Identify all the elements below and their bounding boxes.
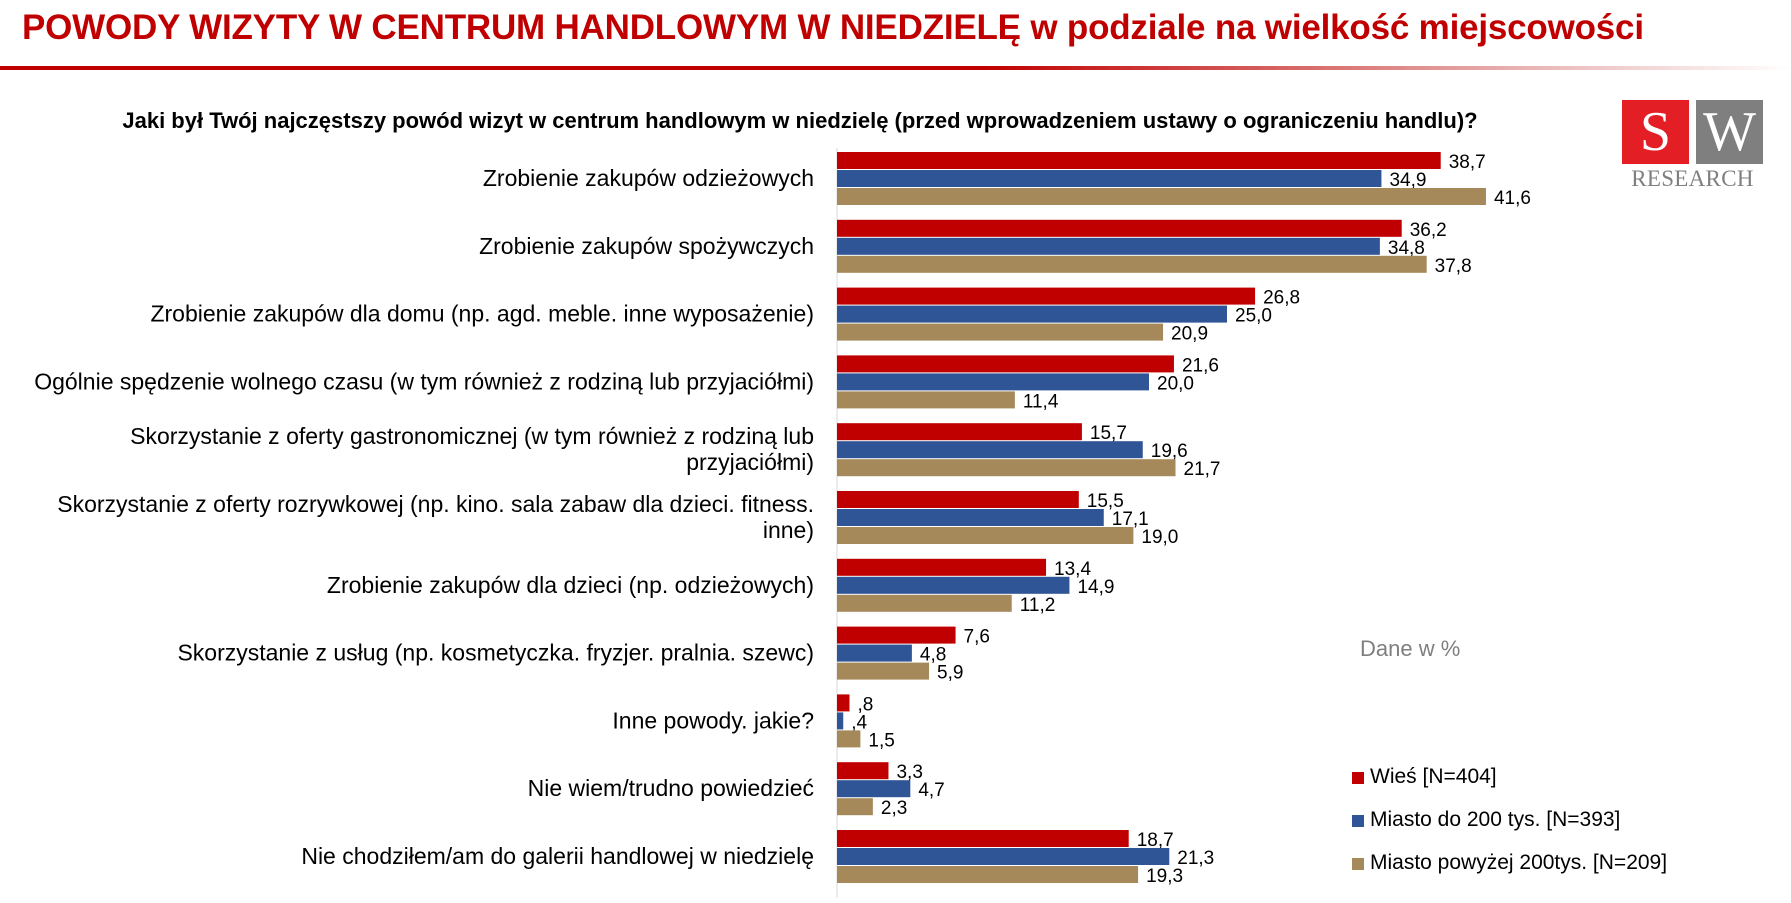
data-label: 7,6 — [964, 627, 990, 648]
data-label: 20,0 — [1157, 373, 1194, 394]
data-label: 25,0 — [1235, 306, 1272, 327]
logo-letter-s: S — [1622, 100, 1689, 164]
data-label: 11,2 — [1020, 595, 1056, 616]
bar — [837, 323, 1164, 341]
bar — [837, 576, 1070, 594]
data-label: 34,8 — [1388, 238, 1425, 259]
data-label: 15,5 — [1087, 491, 1124, 512]
bar — [837, 355, 1174, 373]
data-label: 19,0 — [1141, 527, 1178, 548]
data-label: ,8 — [857, 694, 873, 715]
legend-label-wies: Wieś [N=404] — [1370, 765, 1497, 788]
bar — [837, 712, 844, 730]
category-label: Ogólnie spędzenie wolnego czasu (w tym r… — [34, 368, 814, 394]
bar — [837, 219, 1402, 237]
bar — [837, 644, 912, 662]
bar — [837, 373, 1149, 391]
data-label: 11,4 — [1023, 391, 1059, 412]
data-label: 3,3 — [896, 762, 922, 783]
bar — [837, 152, 1441, 169]
category-label: Inne powody. jakie? — [612, 707, 814, 733]
bar — [837, 780, 911, 798]
legend-swatch-miasto-powyzej-200 — [1352, 858, 1364, 870]
data-label: 1,5 — [868, 730, 894, 751]
data-label: ,4 — [851, 712, 867, 733]
category-label: Nie wiem/trudno powiedzieć — [528, 775, 814, 801]
bar — [837, 762, 889, 780]
data-label: 21,3 — [1177, 848, 1214, 869]
chart-question: Jaki był Twój najczęstszy powód wizyt w … — [122, 108, 1478, 133]
page-title: POWODY WIZYTY W CENTRUM HANDLOWYM W NIED… — [22, 8, 1644, 47]
bar — [837, 491, 1079, 508]
data-label: 17,1 — [1112, 509, 1149, 530]
data-label: 18,7 — [1137, 830, 1174, 851]
bar — [837, 441, 1143, 459]
data-label: 34,9 — [1389, 170, 1426, 191]
bar — [837, 594, 1012, 612]
data-label: 36,2 — [1410, 220, 1447, 241]
category-label: przyjaciółmi) — [686, 449, 814, 475]
data-label: 38,7 — [1449, 152, 1486, 173]
legend-swatch-miasto-do-200 — [1352, 815, 1364, 827]
data-label: 21,6 — [1182, 355, 1219, 376]
bar — [837, 391, 1015, 409]
bar — [837, 626, 956, 644]
bar — [837, 305, 1227, 323]
title-underline — [0, 66, 1791, 70]
data-label: 21,7 — [1184, 459, 1221, 480]
bar — [837, 662, 930, 680]
legend-label-miasto-powyzej-200: Miasto powyżej 200tys. [N=209] — [1370, 851, 1668, 874]
bar — [837, 423, 1082, 441]
bar — [837, 237, 1380, 255]
data-label: 20,9 — [1171, 324, 1208, 345]
sw-research-logo: S W RESEARCH — [1622, 100, 1763, 191]
data-label: 4,8 — [920, 645, 946, 666]
category-label: Zrobienie zakupów dla domu (np. agd. meb… — [150, 301, 814, 327]
data-label: 5,9 — [937, 663, 963, 684]
category-label: Zrobienie zakupów dla dzieci (np. odzież… — [327, 572, 814, 598]
legend-label-miasto-do-200: Miasto do 200 tys. [N=393] — [1370, 808, 1621, 831]
logo-subtitle: RESEARCH — [1631, 166, 1754, 191]
category-label: Zrobienie zakupów spożywczych — [479, 233, 814, 259]
bar — [837, 255, 1427, 273]
bar — [837, 848, 1170, 865]
data-label: 19,3 — [1146, 866, 1183, 887]
category-label: Skorzystanie z usług (np. kosmetyczka. f… — [177, 640, 814, 666]
data-label: 41,6 — [1494, 188, 1531, 209]
data-label: 2,3 — [881, 798, 907, 819]
bar — [837, 866, 1139, 883]
category-label: Skorzystanie z oferty rozrywkowej (np. k… — [57, 491, 814, 517]
legend-swatch-wies — [1352, 772, 1364, 784]
data-label: 4,7 — [918, 780, 944, 801]
bar — [837, 188, 1486, 205]
bar — [837, 287, 1256, 305]
data-label: 15,7 — [1090, 423, 1127, 444]
category-label: Zrobienie zakupów odzieżowych — [483, 165, 814, 191]
category-label: Nie chodziłem/am do galerii handlowej w … — [301, 843, 814, 869]
bar — [837, 509, 1104, 526]
bar — [837, 730, 861, 748]
category-label: Skorzystanie z oferty gastronomicznej (w… — [130, 423, 814, 449]
bar — [837, 527, 1134, 544]
data-label: 26,8 — [1263, 288, 1300, 309]
data-label: 14,9 — [1077, 577, 1114, 598]
logo-letter-w: W — [1696, 100, 1763, 164]
bar — [837, 798, 873, 816]
bar — [837, 170, 1382, 187]
data-label: 37,8 — [1435, 256, 1472, 277]
bar — [837, 694, 850, 712]
data-label: 13,4 — [1054, 559, 1091, 580]
data-label: 19,6 — [1151, 441, 1188, 462]
category-label: inne) — [763, 517, 814, 543]
bar — [837, 459, 1176, 477]
bar — [837, 830, 1129, 847]
bar — [837, 558, 1047, 576]
data-unit-note: Dane w % — [1360, 636, 1461, 661]
